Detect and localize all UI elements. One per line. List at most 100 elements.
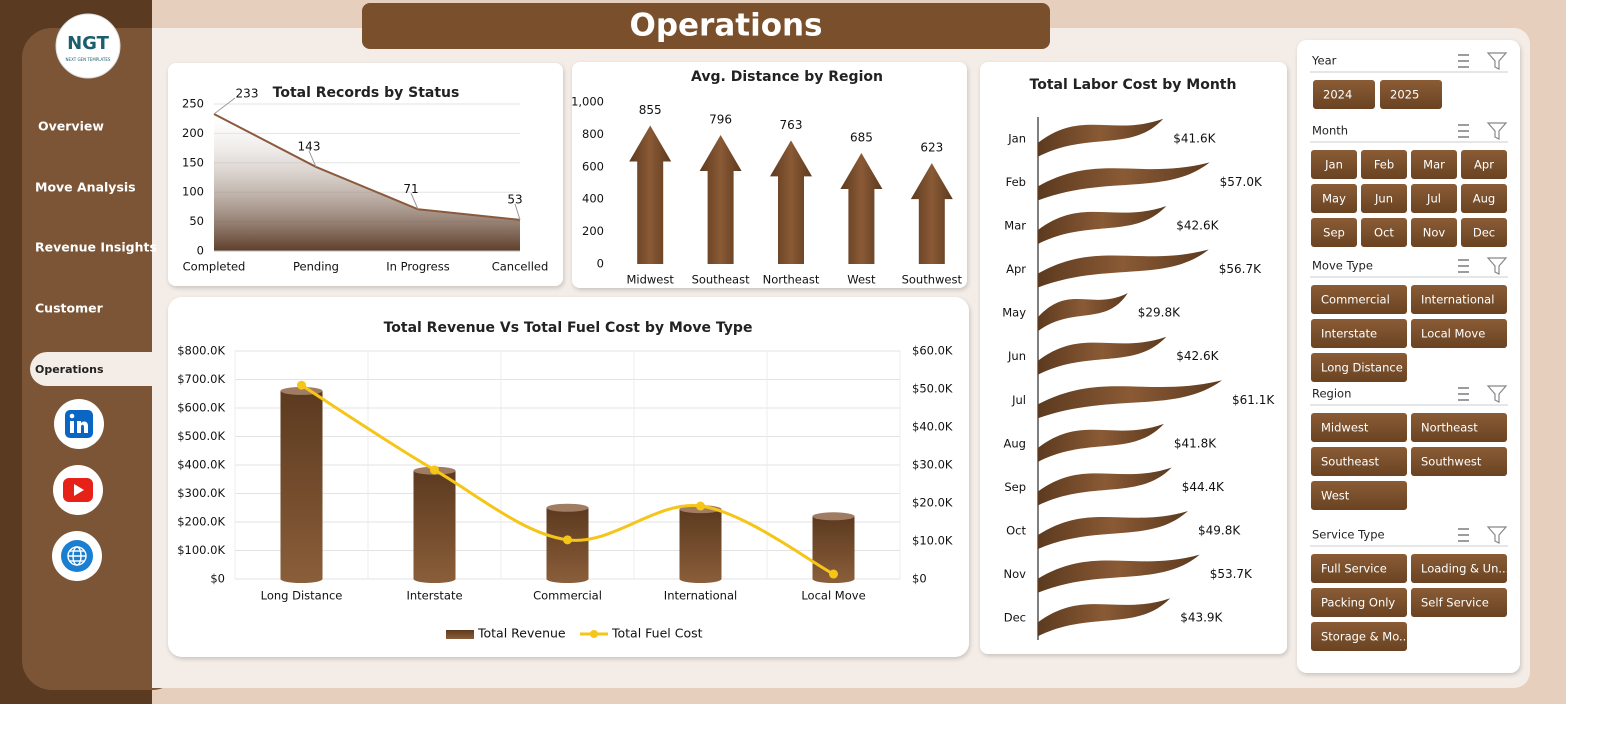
slicer-button[interactable] (1311, 353, 1407, 382)
flag-bar (1038, 423, 1164, 462)
clear-filter-icon[interactable] (1486, 257, 1508, 275)
legend-label: Total Fuel Cost (611, 626, 703, 641)
slicer-button[interactable] (1411, 184, 1457, 213)
clear-filter-icon[interactable] (1486, 52, 1508, 70)
data-label: 763 (780, 118, 803, 132)
clear-filter-icon[interactable] (1486, 122, 1508, 140)
linkedin-logo-part (70, 421, 74, 433)
flag-bar (1038, 554, 1200, 593)
slicer-button[interactable] (1361, 150, 1407, 179)
slicer-button[interactable] (1411, 588, 1507, 617)
card (980, 62, 1287, 654)
content: Total Records by Status 0 50 100 150 200 250 23… (177, 52, 1509, 651)
linkedin-logo-part (69, 413, 75, 419)
line-point (829, 569, 838, 579)
slicer-button[interactable] (1311, 150, 1357, 179)
slicer-button[interactable] (1411, 319, 1507, 348)
x-tick-label: Southwest (902, 273, 963, 287)
nav-item-active[interactable]: Operations (35, 363, 104, 376)
arrow-bar (910, 163, 953, 264)
chart-title: Total Revenue Vs Total Fuel Cost by Move… (384, 320, 753, 336)
slicer-button-label[interactable]: 2024 (1323, 88, 1352, 102)
slicer-button-label[interactable]: 2025 (1390, 88, 1419, 102)
y-tick-label: 100 (182, 185, 204, 199)
cylinder (679, 509, 722, 583)
clear-filter-icon[interactable] (1486, 385, 1508, 403)
slicer-button-label[interactable]: Full Service (1321, 562, 1387, 576)
slicer-button[interactable] (1411, 447, 1507, 476)
slicer-button[interactable] (1411, 285, 1507, 314)
slicer-button[interactable] (1361, 184, 1407, 213)
slicer-button-label[interactable]: Northeast (1421, 421, 1478, 435)
logo-subtitle: NEXT GEN TEMPLATES (66, 57, 111, 62)
slicer-button[interactable] (1311, 285, 1407, 314)
slicer-button-label[interactable]: Commercial (1321, 293, 1390, 307)
data-label: $42.6K (1176, 218, 1219, 232)
slicer-button-label[interactable]: Apr (1474, 158, 1494, 172)
slicer-button-label[interactable]: Midwest (1321, 421, 1369, 435)
slicer-button-label[interactable]: Dec (1473, 226, 1495, 240)
slicer-button-label[interactable]: Interstate (1321, 327, 1377, 341)
line (213, 113, 521, 221)
flag-bar (1038, 467, 1172, 506)
slicer-button-label[interactable]: Self Service (1421, 596, 1489, 610)
nav-item[interactable]: Customer (35, 301, 104, 316)
slicer-button[interactable] (1311, 481, 1407, 510)
slicer-button[interactable] (1461, 150, 1507, 179)
nav-item[interactable]: Revenue Insights (35, 240, 157, 255)
flag-bar (1038, 162, 1210, 201)
slicer-button[interactable] (1361, 218, 1407, 247)
slicer-button-label[interactable]: May (1322, 192, 1346, 206)
data-label: $29.8K (1138, 306, 1181, 320)
slicer-button[interactable] (1311, 554, 1407, 583)
slicer-button-label[interactable]: Southeast (1321, 455, 1380, 469)
slicer-button-label[interactable]: Loading & Un... (1421, 562, 1509, 576)
slicer-button-label[interactable]: Feb (1374, 158, 1394, 172)
slicer-button[interactable] (1411, 150, 1457, 179)
slicer-button[interactable] (1411, 554, 1507, 583)
slicer-button[interactable] (1311, 319, 1407, 348)
card (572, 62, 967, 288)
slicer-button[interactable] (1411, 413, 1507, 442)
slicer-button-label[interactable]: Mar (1423, 158, 1445, 172)
slicer-button-label[interactable]: Jun (1374, 192, 1393, 206)
slicer-button-label[interactable]: Packing Only (1321, 596, 1395, 610)
leader-line (308, 150, 317, 168)
slicer-button-label[interactable]: Aug (1473, 192, 1495, 206)
slicer-button-label[interactable]: West (1321, 489, 1350, 503)
slicer-button[interactable] (1311, 413, 1407, 442)
slicer-button-label[interactable]: Local Move (1421, 327, 1485, 341)
nav-item[interactable]: Move Analysis (35, 180, 136, 195)
slicer-button-label[interactable]: Southwest (1421, 455, 1482, 469)
flag-bar (1038, 205, 1167, 244)
data-label: $42.6K (1176, 349, 1219, 363)
clear-filter-icon[interactable] (1486, 526, 1508, 544)
slicer-button[interactable] (1411, 218, 1457, 247)
slicer-button[interactable] (1311, 184, 1357, 213)
data-label: $49.8K (1198, 524, 1241, 538)
y-tick-label: $800.0K (177, 344, 225, 358)
slicer-button[interactable] (1461, 218, 1507, 247)
slicer-button[interactable] (1380, 80, 1442, 109)
slicer-button[interactable] (1313, 80, 1375, 109)
slicer-button-label[interactable]: Oct (1374, 226, 1394, 240)
slicer-button-label[interactable]: Jan (1324, 158, 1343, 172)
flag-bar (1038, 380, 1222, 419)
slicer-button[interactable] (1311, 588, 1407, 617)
slicer-button-label[interactable]: Long Distance (1321, 361, 1403, 375)
slicer-button[interactable] (1311, 218, 1357, 247)
y-tick-label: Sep (1004, 480, 1026, 494)
slicer-button[interactable] (1311, 447, 1407, 476)
slicer-button-label[interactable]: International (1421, 293, 1494, 307)
slicer-button-label[interactable]: Storage & Mo... (1321, 630, 1410, 644)
nav-item[interactable]: Overview (38, 119, 104, 134)
slicer-button[interactable] (1311, 622, 1407, 651)
slicer-button[interactable] (1461, 184, 1507, 213)
slicer-button-label[interactable]: Sep (1323, 226, 1345, 240)
data-label: 796 (709, 113, 732, 127)
slicer-button-label[interactable]: Nov (1423, 226, 1446, 240)
slicer-button-label[interactable]: Jul (1426, 192, 1441, 206)
legend-label: Total Revenue (477, 626, 566, 641)
y-tick-label: Nov (1004, 567, 1027, 581)
